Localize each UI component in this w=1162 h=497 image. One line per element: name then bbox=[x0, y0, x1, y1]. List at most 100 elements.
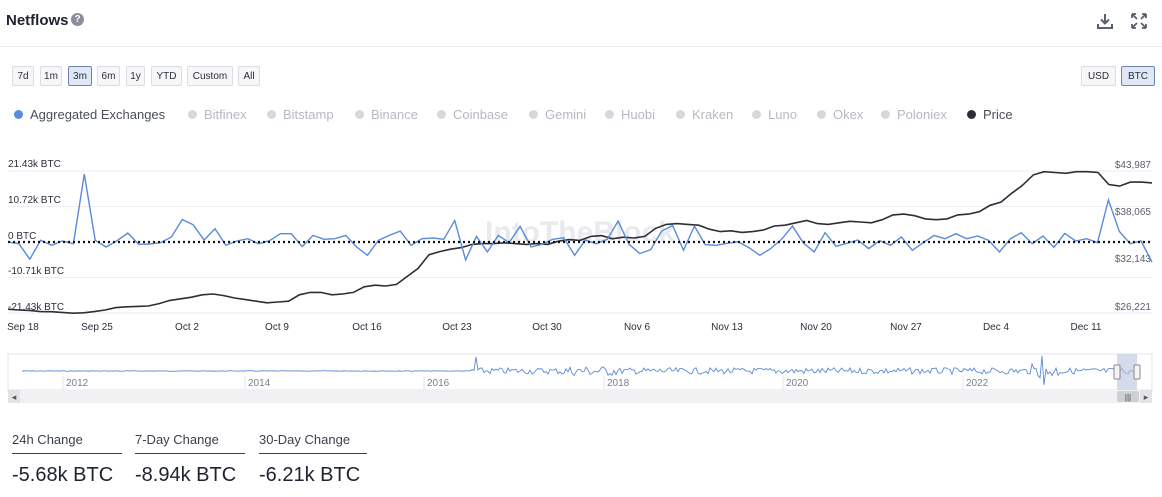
range-1y-button[interactable]: 1y bbox=[126, 66, 145, 86]
currency-btc-button[interactable]: BTC bbox=[1121, 66, 1155, 86]
legend-dot bbox=[267, 110, 276, 119]
x-tick-label: Oct 30 bbox=[532, 322, 562, 333]
navigator-scrollbar-thumb[interactable] bbox=[1117, 391, 1139, 402]
currency-usd-button[interactable]: USD bbox=[1081, 66, 1116, 86]
legend-label: Gemini bbox=[545, 107, 587, 122]
navigator-scrollbar-track[interactable] bbox=[8, 390, 1152, 403]
y-tick-label-left: -10.71k BTC bbox=[8, 266, 64, 277]
stat-value: -5.68k BTC bbox=[12, 464, 114, 486]
navigator-year-axis: 2012 2014 2016 2018 2020 2022 bbox=[62, 376, 989, 390]
series-line-aggregated-exchanges bbox=[7, 173, 1153, 263]
legend-label: Luno bbox=[768, 107, 797, 122]
legend-dot bbox=[881, 110, 890, 119]
legend-dot bbox=[437, 110, 446, 119]
navigator-year-label: 2012 bbox=[66, 378, 89, 389]
x-tick-label: Dec 4 bbox=[983, 322, 1010, 333]
range-all-button[interactable]: All bbox=[238, 66, 260, 86]
x-tick-label: Nov 13 bbox=[711, 322, 743, 333]
scroll-right-button[interactable] bbox=[1140, 390, 1152, 403]
right-axis: $43,987 $38,065 $32,143 $26,221 bbox=[1115, 160, 1152, 313]
legend-label: Poloniex bbox=[897, 107, 947, 122]
x-tick-label: Nov 20 bbox=[800, 322, 832, 333]
legend-item-gemini[interactable]: Gemini bbox=[529, 107, 586, 122]
range-3m-button[interactable]: 3m bbox=[68, 66, 92, 86]
legend-label: Price bbox=[983, 107, 1013, 122]
y-tick-label-right: $38,065 bbox=[1115, 207, 1152, 218]
legend-item-okex[interactable]: Okex bbox=[817, 107, 863, 122]
legend-item-poloniex[interactable]: Poloniex bbox=[881, 107, 947, 122]
legend-label: Binance bbox=[371, 107, 418, 122]
legend-dot bbox=[967, 110, 976, 119]
stat-30d: 30-Day Change -6.21k BTC bbox=[259, 432, 367, 487]
legend-item-kraken[interactable]: Kraken bbox=[676, 107, 733, 122]
page-title: Netflows bbox=[6, 12, 69, 29]
scroll-left-icon: ◂ bbox=[12, 392, 17, 402]
range-1m-button[interactable]: 1m bbox=[40, 66, 62, 86]
navigator-year-label: 2022 bbox=[966, 378, 989, 389]
series-line-price bbox=[7, 170, 1153, 315]
x-tick-label: Oct 23 bbox=[442, 322, 472, 333]
left-axis: 21.43k BTC 10.72k BTC 0 BTC -10.71k BTC -21.… bbox=[8, 159, 64, 313]
expand-icon[interactable] bbox=[1130, 12, 1148, 30]
y-tick-label-right: $43,987 bbox=[1115, 160, 1152, 171]
x-tick-label: Nov 6 bbox=[624, 322, 651, 333]
legend-item-bitfinex[interactable]: Bitfinex bbox=[188, 107, 247, 122]
stat-label: 24h Change bbox=[12, 432, 122, 454]
legend-dot bbox=[14, 110, 23, 119]
legend-item-bitstamp[interactable]: Bitstamp bbox=[267, 107, 334, 122]
legend-item-huobi[interactable]: Huobi bbox=[605, 107, 655, 122]
stat-7d: 7-Day Change -8.94k BTC bbox=[135, 432, 245, 487]
legend-item-binance[interactable]: Binance bbox=[355, 107, 418, 122]
legend-dot bbox=[605, 110, 614, 119]
legend-label: Kraken bbox=[692, 107, 734, 122]
stat-value: -8.94k BTC bbox=[135, 464, 237, 486]
scroll-left-button[interactable] bbox=[8, 390, 20, 403]
scroll-thumb-grip-icon: ||| bbox=[1125, 393, 1131, 402]
range-custom-button[interactable]: Custom bbox=[187, 66, 233, 86]
question-circle-icon[interactable]: ? bbox=[71, 13, 84, 26]
legend-dot bbox=[752, 110, 761, 119]
navigator-handle-right[interactable] bbox=[1133, 364, 1141, 380]
x-tick-label: Dec 11 bbox=[1071, 322, 1102, 333]
navigator-year-label: 2014 bbox=[248, 378, 271, 389]
legend-label: Aggregated Exchanges bbox=[30, 107, 166, 122]
y-tick-label-right: $26,221 bbox=[1115, 302, 1152, 313]
navigator-year-label: 2020 bbox=[786, 378, 809, 389]
range-navigator[interactable]: 2012 2014 2016 2018 2020 2022 ◂ ||| ▸ bbox=[0, 350, 1162, 406]
legend-dot bbox=[188, 110, 197, 119]
chart-header: Netflows ? bbox=[0, 0, 1162, 47]
legend-dot bbox=[676, 110, 685, 119]
legend-label: Bitstamp bbox=[283, 107, 334, 122]
stat-value: -6.21k BTC bbox=[259, 464, 361, 486]
legend-label: Huobi bbox=[621, 107, 655, 122]
x-tick-label: Oct 16 bbox=[352, 322, 382, 333]
legend-dot bbox=[529, 110, 538, 119]
y-tick-label-left: 10.72k BTC bbox=[8, 195, 61, 206]
navigator-series-line bbox=[22, 355, 1141, 386]
y-tick-label-left: -21.43k BTC bbox=[8, 302, 64, 313]
download-icon[interactable] bbox=[1096, 12, 1114, 30]
x-tick-label: Nov 27 bbox=[890, 322, 922, 333]
stat-label: 7-Day Change bbox=[135, 432, 245, 454]
legend-item-luno[interactable]: Luno bbox=[752, 107, 797, 122]
legend-dot bbox=[355, 110, 364, 119]
legend-item-price[interactable]: Price bbox=[967, 107, 1013, 122]
x-axis: Sep 18 Sep 25 Oct 2 Oct 9 Oct 16 Oct 23 Oct 30… bbox=[7, 322, 1102, 333]
range-ytd-button[interactable]: YTD bbox=[151, 66, 182, 86]
stat-24h: 24h Change -5.68k BTC bbox=[12, 432, 122, 487]
range-6m-button[interactable]: 6m bbox=[97, 66, 120, 86]
legend-label: Bitfinex bbox=[204, 107, 247, 122]
range-7d-button[interactable]: 7d bbox=[12, 66, 34, 86]
legend-item-aggregated-exchanges[interactable]: Aggregated Exchanges bbox=[14, 107, 165, 122]
x-tick-label: Sep 18 bbox=[7, 322, 39, 333]
legend-label: Okex bbox=[833, 107, 864, 122]
legend-item-coinbase[interactable]: Coinbase bbox=[437, 107, 508, 122]
x-tick-label: Sep 25 bbox=[81, 322, 113, 333]
scroll-right-icon: ▸ bbox=[1144, 392, 1149, 402]
navigator-handle-left[interactable] bbox=[1113, 364, 1121, 380]
navigator-year-label: 2016 bbox=[427, 378, 450, 389]
legend-dot bbox=[817, 110, 826, 119]
navigator-selection[interactable] bbox=[1117, 354, 1137, 390]
x-tick-label: Oct 2 bbox=[175, 322, 199, 333]
